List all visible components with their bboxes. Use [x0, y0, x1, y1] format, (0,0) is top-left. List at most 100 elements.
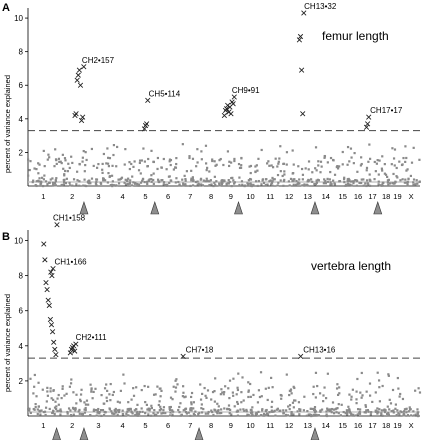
marker-point — [92, 164, 95, 168]
marker-point — [311, 180, 314, 183]
marker-point — [247, 381, 250, 384]
marker-point — [249, 171, 252, 175]
marker-point — [132, 387, 135, 390]
marker-point — [105, 162, 108, 165]
marker-point — [57, 393, 60, 397]
marker-point — [108, 175, 111, 179]
marker-point — [181, 143, 184, 146]
marker-point — [54, 184, 58, 187]
marker-point — [382, 181, 385, 184]
marker-point — [290, 392, 293, 395]
marker-point — [325, 397, 328, 400]
marker-point — [58, 160, 61, 163]
chromosome-label: 12 — [285, 192, 293, 201]
marker-point — [138, 159, 142, 162]
marker-point — [169, 411, 172, 414]
marker-point — [301, 173, 305, 176]
marker-point — [299, 409, 302, 412]
qtl-arrow-marker — [310, 201, 320, 215]
marker-point — [359, 164, 363, 167]
marker-point — [37, 381, 40, 384]
chromosome-label: 13 — [304, 192, 312, 201]
marker-point — [348, 393, 351, 396]
marker-point — [46, 183, 49, 186]
marker-point — [49, 390, 52, 393]
marker-point — [354, 179, 357, 182]
marker-point — [265, 413, 268, 417]
marker-point — [363, 411, 366, 414]
marker-point — [132, 165, 135, 168]
marker-point — [293, 399, 296, 402]
marker-point — [338, 386, 341, 389]
marker-point — [156, 178, 160, 181]
marker-point — [215, 180, 218, 183]
marker-point — [47, 153, 50, 156]
chromosome-label: 19 — [393, 421, 401, 430]
significant-marker — [44, 287, 50, 293]
marker-point — [223, 407, 226, 410]
marker-point — [63, 173, 66, 176]
marker-point — [356, 377, 359, 381]
marker-point — [283, 170, 286, 173]
marker-point — [61, 385, 64, 388]
marker-point — [365, 166, 369, 170]
marker-point — [101, 177, 105, 180]
marker-point — [323, 156, 326, 159]
chromosome-label: 10 — [246, 192, 254, 201]
marker-point — [192, 412, 195, 416]
marker-point — [77, 410, 80, 413]
marker-point — [323, 178, 326, 181]
marker-point — [182, 182, 185, 185]
marker-point — [404, 145, 407, 148]
marker-point — [200, 150, 203, 153]
marker-point — [307, 168, 310, 171]
marker-point — [110, 174, 114, 177]
marker-point — [298, 413, 301, 416]
significant-marker — [48, 322, 55, 328]
marker-point — [159, 387, 162, 390]
marker-point — [299, 408, 302, 411]
marker-point — [387, 183, 390, 186]
marker-point — [285, 163, 288, 166]
marker-point — [141, 410, 144, 413]
marker-point — [63, 174, 66, 177]
marker-point — [48, 181, 51, 185]
marker-point — [291, 401, 295, 404]
marker-point — [317, 164, 320, 167]
marker-point — [172, 168, 175, 171]
marker-point — [87, 403, 90, 406]
marker-point — [102, 402, 105, 405]
marker-point — [153, 413, 157, 416]
marker-point — [206, 179, 209, 182]
marker-point — [168, 414, 172, 417]
significant-marker — [76, 67, 83, 73]
marker-point — [311, 171, 314, 174]
marker-point — [74, 409, 77, 412]
marker-point — [236, 402, 239, 405]
marker-point — [118, 401, 122, 404]
marker-point — [28, 168, 31, 172]
marker-point — [347, 183, 350, 186]
marker-point — [39, 180, 43, 183]
significant-marker — [231, 94, 237, 100]
marker-point — [286, 414, 290, 417]
marker-point — [383, 172, 386, 175]
marker-point — [242, 399, 245, 402]
marker-point — [236, 388, 240, 392]
significant-marker — [364, 121, 371, 127]
marker-point — [168, 175, 171, 178]
marker-point — [107, 172, 110, 175]
marker-point — [211, 410, 214, 414]
marker-point — [175, 177, 178, 180]
marker-point — [76, 170, 79, 173]
marker-point — [342, 410, 345, 414]
marker-point — [310, 414, 313, 418]
marker-point — [145, 403, 148, 406]
marker-point — [78, 408, 81, 412]
marker-point — [89, 414, 92, 417]
panel-a-title: femur length — [322, 29, 389, 43]
marker-point — [306, 409, 309, 413]
marker-point — [152, 182, 155, 186]
marker-point — [28, 407, 31, 410]
marker-point — [184, 395, 187, 398]
